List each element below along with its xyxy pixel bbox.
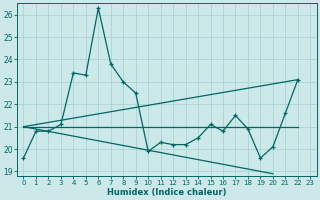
X-axis label: Humidex (Indice chaleur): Humidex (Indice chaleur) <box>107 188 227 197</box>
